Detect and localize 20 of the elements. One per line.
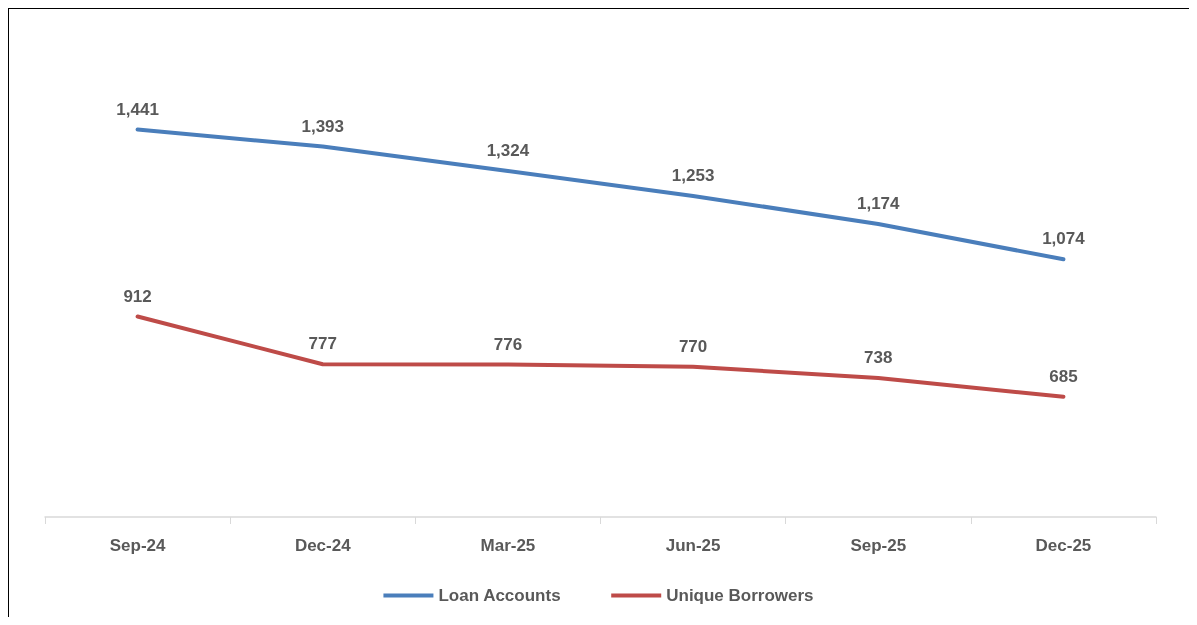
x-tick-label: Dec-24 [294,536,352,555]
data-label: 777 [308,334,337,354]
x-tick-label: Dec-25 [1035,536,1092,555]
data-label: 685 [1049,366,1078,386]
data-label: 1,253 [671,165,715,185]
data-label: 1,074 [1042,229,1086,249]
legend-label: Loan Accounts [438,586,561,605]
data-label: 776 [493,334,523,354]
data-label: 912 [123,286,152,306]
data-label: 1,174 [856,193,901,213]
data-label: 1,393 [301,116,345,136]
x-tick-label: Sep-24 [109,536,166,555]
data-label: 1,441 [116,99,159,119]
data-label: 738 [864,348,893,368]
data-label: 770 [678,336,708,356]
data-label: 1,324 [486,140,530,160]
x-tick-label: Sep-25 [850,536,907,555]
x-tick-label: Jun-25 [665,536,721,555]
x-tick-label: Mar-25 [480,536,536,555]
legend-label: Unique Borrowers [666,586,814,605]
